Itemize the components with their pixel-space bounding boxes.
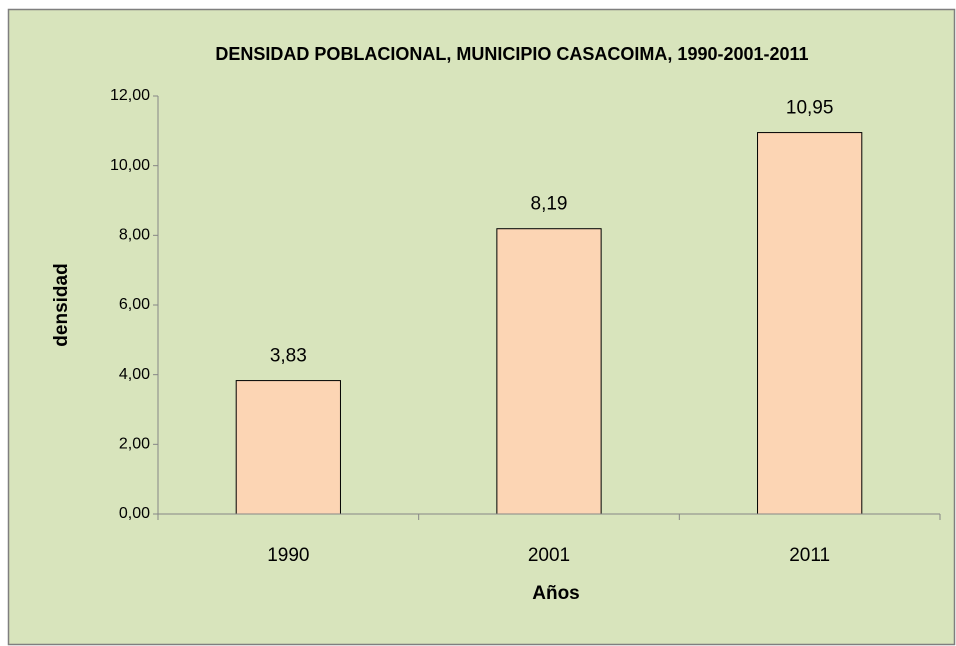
x-axis-title: Años: [532, 583, 580, 604]
y-tick-label: 4,00: [119, 366, 150, 383]
chart-title: DENSIDAD POBLACIONAL, MUNICIPIO CASACOIM…: [215, 44, 808, 64]
y-tick-label: 2,00: [119, 436, 150, 453]
x-tick-label: 1990: [267, 545, 309, 566]
data-label: 3,83: [270, 346, 307, 367]
y-tick-label: 0,00: [119, 505, 150, 522]
y-tick-label: 8,00: [119, 227, 150, 244]
x-tick-label: 2011: [789, 545, 830, 566]
y-tick-label: 12,00: [110, 87, 150, 104]
x-tick-label: 2001: [528, 545, 570, 566]
bar: [235, 380, 341, 515]
bar: [757, 132, 863, 515]
data-label: 10,95: [786, 98, 834, 119]
y-tick-label: 10,00: [110, 157, 150, 174]
y-axis-title: densidad: [51, 263, 72, 346]
data-label: 8,19: [531, 194, 568, 215]
bar: [496, 228, 602, 515]
y-tick-label: 6,00: [119, 296, 150, 313]
